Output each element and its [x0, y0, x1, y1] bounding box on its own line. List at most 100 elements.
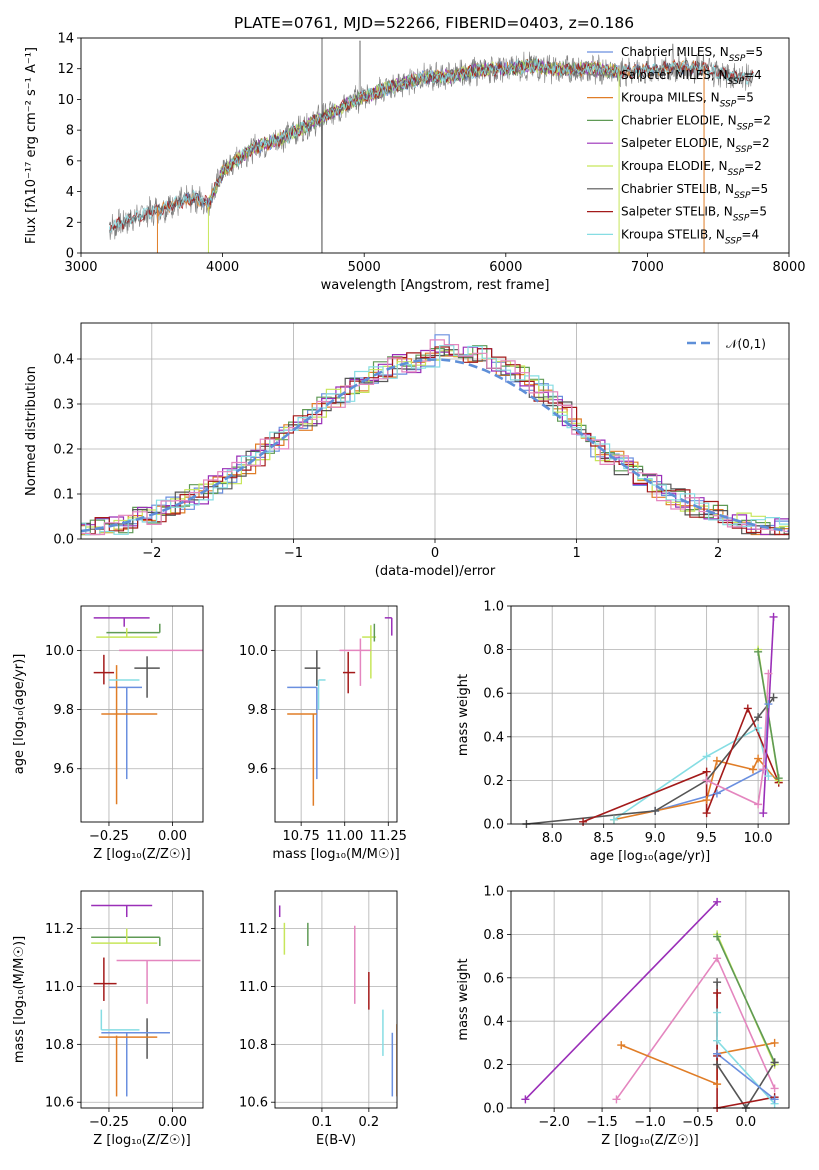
weight-line-chabrier-elodie — [716, 936, 776, 1063]
legend-label: Kroupa STELIB, NSSP=4 — [621, 227, 759, 246]
x-axis-label: Z [log₁₀(Z/Z☉)] — [93, 847, 190, 862]
age-vs-Z-axes — [77, 606, 203, 826]
x-axis-label: mass [log₁₀(M/M☉)] — [272, 847, 399, 862]
residuals-plot-area — [81, 334, 789, 536]
y-tick-label: 0.0 — [53, 533, 74, 548]
plus-marker — [743, 704, 752, 713]
plus-marker — [712, 789, 721, 798]
mass-vs-EBV-plot-area — [278, 905, 397, 1097]
y-tick-label: 0.2 — [53, 443, 74, 458]
y-tick-label: 0.0 — [483, 1102, 504, 1117]
y-tick-label: 10.6 — [239, 1096, 268, 1111]
weight-vs-Z-plot-area — [524, 901, 776, 1108]
x-tick-label: 0.00 — [158, 829, 187, 844]
y-tick-label: 11.0 — [239, 980, 268, 995]
legend-text: Salpeter ELODIE, N — [621, 136, 735, 150]
y-tick-label: 0.6 — [483, 687, 504, 702]
mass-vs-Z-axes — [77, 891, 203, 1112]
y-tick-label: 1.0 — [483, 600, 504, 615]
x-axis-label: Z [log₁₀(Z/Z☉)] — [93, 1133, 190, 1148]
legend-value: =5 — [749, 205, 767, 219]
legend-value: =5 — [751, 182, 769, 196]
age-vs-mass-axes — [271, 606, 397, 826]
spectrum-plot-area — [108, 38, 754, 253]
legend-label: Chabrier MILES, NSSP=5 — [621, 45, 763, 64]
plus-marker — [769, 612, 778, 621]
x-tick-label: −2 — [142, 546, 161, 561]
y-tick-label: 8 — [66, 124, 74, 139]
y-tick-label: 9.6 — [247, 762, 268, 777]
weight-vs-age-plot-area — [526, 616, 780, 824]
y-tick-label: 9.8 — [53, 703, 74, 718]
plus-marker — [759, 765, 768, 774]
plus-marker — [702, 767, 711, 776]
y-axis-label: mass weight — [456, 958, 471, 1040]
x-tick-label: −0.25 — [89, 829, 129, 844]
axes-frame — [80, 37, 790, 254]
legend-label: Chabrier STELIB, NSSP=5 — [621, 182, 768, 201]
weight-line-kroupa-miles — [613, 757, 780, 821]
plus-marker — [702, 776, 711, 785]
y-tick-label: 0.4 — [483, 730, 504, 745]
x-tick-label: −1.0 — [634, 1115, 666, 1130]
x-tick-label: 8.0 — [542, 831, 563, 846]
plus-marker — [770, 1095, 779, 1104]
axes-frame — [510, 605, 790, 825]
y-tick-label: 10 — [57, 93, 74, 108]
legend-subscript: SSP — [735, 145, 752, 155]
weight-line-chabrier-stelib — [526, 697, 775, 824]
mass-vs-EBV-axes — [271, 891, 397, 1112]
y-tick-label: 9.6 — [53, 762, 74, 777]
y-axis-label: Normed distribution — [24, 366, 39, 496]
legend-text: Chabrier MILES, N — [621, 45, 729, 59]
axes-frame — [274, 890, 398, 1109]
legend-text: Kroupa STELIB, N — [621, 227, 725, 241]
x-tick-label: 1 — [572, 546, 580, 561]
weight-line-chabrier-miles — [716, 1053, 776, 1100]
x-tick-label: 6000 — [489, 260, 522, 275]
x-tick-label: 10.75 — [283, 829, 320, 844]
y-tick-label: 11.0 — [45, 980, 74, 995]
legend-text: Kroupa MILES, N — [621, 91, 720, 105]
y-tick-label: 10.8 — [239, 1038, 268, 1053]
x-tick-label: 10.0 — [744, 831, 773, 846]
y-tick-label: 10.8 — [45, 1038, 74, 1053]
legend-subscript: SSP — [733, 214, 750, 224]
legend-label: Salpeter MILES, NSSP=4 — [621, 68, 762, 87]
legend-value: =2 — [753, 113, 771, 127]
legend-value: =4 — [741, 227, 759, 241]
plus-marker — [770, 1084, 779, 1093]
weight-line-chabrier-miles — [654, 704, 770, 812]
axes-frame — [80, 605, 204, 823]
y-axis-label: age [log₁₀(age/yr)] — [12, 654, 27, 775]
legend-value: =5 — [745, 45, 763, 59]
legend-text: Kroupa ELODIE, N — [621, 159, 728, 173]
plus-marker — [764, 772, 773, 781]
legend-subscript: SSP — [725, 236, 742, 246]
histogram-salpeter-stelib — [81, 346, 789, 536]
y-tick-label: 0.6 — [483, 971, 504, 986]
x-tick-label: 0.2 — [359, 1115, 380, 1130]
legend-subscript: SSP — [734, 191, 751, 201]
y-tick-label: 11.2 — [239, 922, 268, 937]
legend-label: 𝒩(0,1) — [726, 337, 766, 351]
x-tick-label: 9.0 — [645, 831, 666, 846]
y-axis-label: mass weight — [456, 674, 471, 756]
y-tick-label: 9.8 — [247, 703, 268, 718]
axes-frame — [80, 322, 790, 540]
x-tick-label: 11.00 — [326, 829, 363, 844]
plus-marker — [770, 1038, 779, 1047]
y-tick-label: 0.1 — [53, 488, 74, 503]
plus-marker — [713, 932, 722, 941]
y-tick-label: 12 — [57, 62, 74, 77]
plus-marker — [754, 800, 763, 809]
legend-text: Salpeter STELIB, N — [621, 205, 733, 219]
legend-text: Chabrier STELIB, N — [621, 182, 734, 196]
y-tick-label: 0.8 — [483, 928, 504, 943]
y-tick-label: 0.3 — [53, 398, 74, 413]
y-tick-label: 10.0 — [239, 644, 268, 659]
x-axis-label: E(B-V) — [316, 1133, 356, 1148]
plus-marker — [754, 647, 763, 656]
legend-value: =2 — [752, 136, 770, 150]
